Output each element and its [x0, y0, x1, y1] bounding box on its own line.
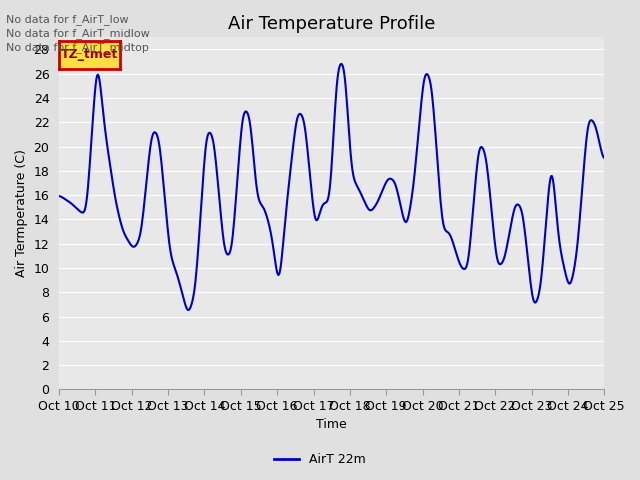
- Text: TZ_tmet: TZ_tmet: [61, 48, 118, 61]
- X-axis label: Time: Time: [316, 419, 347, 432]
- Text: No data for f_AirT_midlow: No data for f_AirT_midlow: [6, 28, 150, 39]
- Legend: AirT 22m: AirT 22m: [269, 448, 371, 471]
- Title: Air Temperature Profile: Air Temperature Profile: [228, 15, 435, 33]
- Y-axis label: Air Termperature (C): Air Termperature (C): [15, 149, 28, 277]
- Text: No data for f_AirT_low: No data for f_AirT_low: [6, 13, 129, 24]
- Text: No data for f_AirT_midtop: No data for f_AirT_midtop: [6, 42, 149, 53]
